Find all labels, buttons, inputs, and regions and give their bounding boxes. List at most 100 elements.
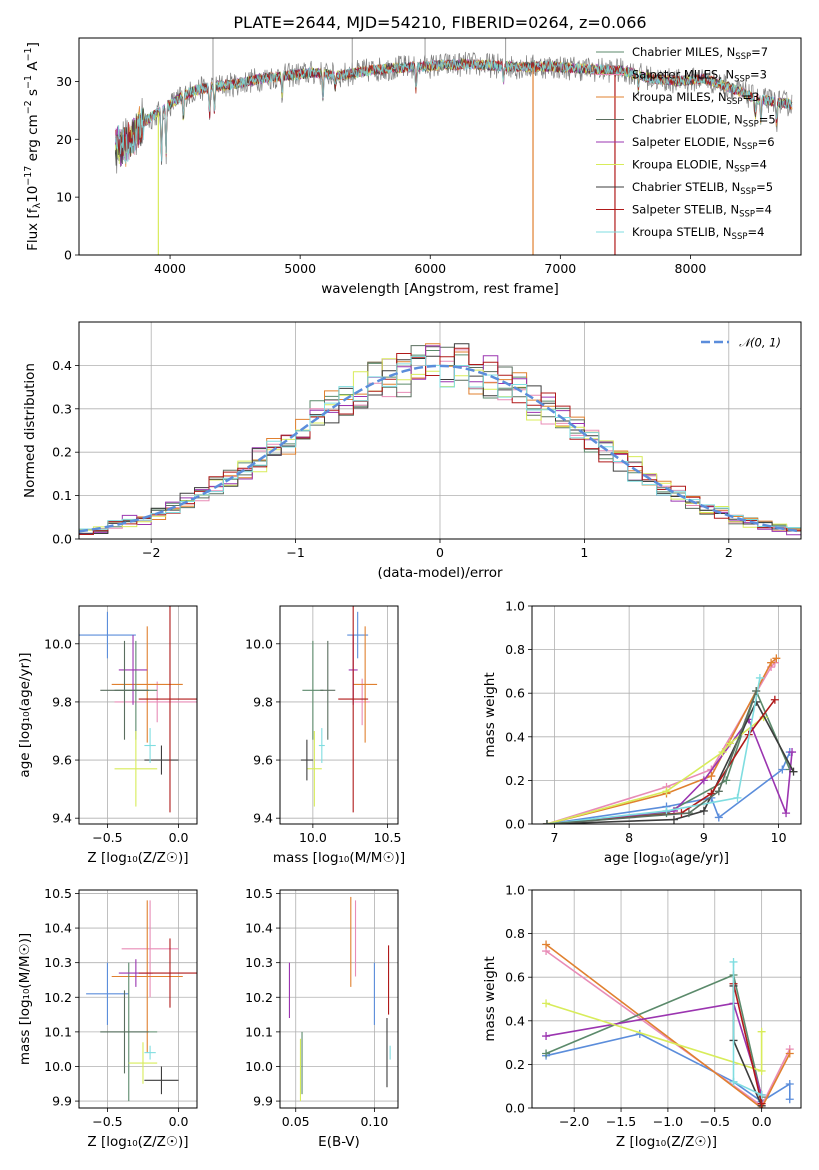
y-tick-label: 10: [56, 190, 72, 205]
y-axis-label: age [log₁₀(age/yr)]: [17, 652, 33, 777]
legend-sub: SSP: [743, 120, 759, 130]
y-label-part: s: [25, 89, 41, 100]
y-tick-label: 10.2: [245, 990, 273, 1005]
normal-curve: [79, 364, 801, 533]
x-tick-label: 1: [580, 545, 588, 560]
weight-marker: [770, 695, 779, 704]
weight-marker: [782, 809, 791, 818]
x-tick-label: −0.5: [92, 830, 122, 845]
legend-label: 𝒩(0, 1): [739, 336, 781, 350]
figure-title: PLATE=2644, MJD=54210, FIBERID=0264, z=0…: [233, 13, 646, 32]
legend-name: Salpeter STELIB, N: [632, 203, 739, 217]
legend-sub: SSP: [727, 97, 743, 107]
y-tick-label: 0.6: [505, 686, 525, 701]
x-tick-label: 10.0: [299, 830, 327, 845]
y-tick-label: 0.0: [52, 532, 72, 547]
y-tick-label: 1.0: [505, 599, 525, 614]
weight-marker: [662, 806, 671, 815]
y-tick-label: 10.5: [245, 886, 273, 901]
y-axis-label: Normed distribution: [22, 363, 38, 498]
y-tick-label: 10.2: [44, 990, 72, 1005]
x-axis-label: wavelength [Angstrom, rest frame]: [321, 281, 559, 297]
y-tick-label: 10.0: [44, 636, 72, 651]
weight-marker: [752, 687, 761, 696]
weight-marker: [542, 1032, 551, 1041]
spectrum-line-mean-gray: [115, 51, 793, 174]
x-tick-label: 0.05: [282, 1114, 310, 1129]
legend-label: Salpeter ELODIE, NSSP=6: [632, 135, 775, 152]
legend-label: Kroupa STELIB, NSSP=4: [632, 225, 764, 242]
x-tick-label: 9: [700, 830, 708, 845]
x-tick-label: 2: [725, 545, 733, 560]
weight-marker: [757, 1066, 766, 1075]
weight-line-salpeter-elodie: [546, 717, 793, 824]
x-tick-label: 0.0: [169, 1114, 189, 1129]
plot-area: [542, 940, 794, 1108]
y-axis-label: mass [log₁₀(M/M☉)]: [17, 933, 33, 1065]
x-tick-label: 0: [436, 545, 444, 560]
weight-marker: [757, 1090, 766, 1099]
mass-vs-metallicity-panel: −0.5 0.0 9.9 10.0 10.1 10.2 10.3 10.4 10.5 Z [log…: [17, 886, 198, 1150]
residuals-panel: −2 −1 0 1 2 0.0 0.1 0.2 0.3 0.4 (data-model)/error…: [22, 321, 802, 581]
axes-frame: [531, 889, 802, 1109]
weight-marker: [778, 765, 787, 774]
weight-marker: [733, 793, 742, 802]
weight-marker: [662, 787, 671, 796]
axes-frame: [78, 37, 802, 256]
plot-area: [86, 900, 197, 1102]
weight-marker: [542, 820, 551, 824]
x-tick-label: 8000: [675, 261, 707, 276]
x-tick-label: −2: [142, 545, 160, 560]
legend-name: Kroupa STELIB, N: [632, 225, 732, 239]
legend-name: Chabrier STELIB, N: [632, 180, 740, 194]
weight-marker: [729, 957, 738, 966]
x-tick-label: 5000: [284, 261, 316, 276]
x-tick-label: −1.0: [653, 1114, 683, 1129]
weight-vs-metallicity-panel: −2.0 −1.5 −1.0 −0.5 0.0 0.0 0.2 0.4 0.6 0.8 1.0 Z […: [482, 883, 802, 1150]
y-label-part: −1: [23, 47, 34, 61]
plot-area: [542, 654, 798, 824]
weight-line-salpeter-stelib: [732, 983, 763, 1104]
axes-frame: [531, 605, 802, 825]
plot-area: [288, 896, 391, 1102]
x-tick-label: 8: [625, 830, 633, 845]
weight-line-salpeter-elodie: [545, 1002, 763, 1096]
y-tick-label: 10.1: [44, 1024, 72, 1039]
legend-eq: =7: [751, 45, 768, 59]
x-axis-label: age [log₁₀(age/yr)]: [604, 850, 729, 866]
y-tick-label: 0.0: [505, 817, 525, 832]
x-tick-label: −0.5: [700, 1114, 730, 1129]
weight-vs-age-panel: 7 8 9 10 0.0 0.2 0.4 0.6 0.8 1.0 age [log₁₀(age/yr…: [482, 599, 802, 866]
x-tick-label: 10.5: [374, 830, 402, 845]
weight-marker: [757, 1027, 766, 1036]
y-tick-label: 0.8: [505, 926, 525, 941]
legend-name: Salpeter MILES, N: [632, 68, 734, 82]
x-tick-label: −1.5: [606, 1114, 636, 1129]
y-tick-label: 20: [56, 132, 72, 147]
weight-marker: [788, 748, 797, 757]
axes-frame: [279, 889, 399, 1109]
weight-marker: [718, 748, 727, 757]
x-tick-label: 7000: [544, 261, 576, 276]
axes-frame: [78, 605, 198, 825]
legend-sub: SSP: [735, 52, 751, 62]
weight-marker: [755, 673, 764, 682]
legend-label: Chabrier ELODIE, NSSP=5: [632, 113, 776, 130]
weight-marker: [729, 1077, 738, 1086]
y-tick-label: 0.4: [505, 1013, 525, 1028]
y-tick-label: 10.4: [245, 921, 273, 936]
mass-vs-ebv-panel: 0.05 0.10 9.9 10.0 10.1 10.2 10.3 10.4 10.5 E(B-V…: [245, 886, 399, 1150]
y-tick-label: 1.0: [505, 883, 525, 898]
legend-eq: =4: [755, 203, 772, 217]
y-axis-label: Flux [fλ10−17 erg cm−2 s−1 A−1]: [23, 42, 43, 251]
weight-marker: [684, 809, 693, 818]
y-label-part: erg cm: [25, 114, 41, 165]
y-tick-label: 10.0: [245, 1059, 273, 1074]
y-tick-label: 9.9: [253, 1094, 273, 1109]
y-tick-label: 0.0: [505, 1101, 525, 1116]
y-label-part: λ: [32, 203, 43, 209]
plot-area: [115, 38, 793, 255]
weight-marker: [789, 767, 798, 776]
plot-area: [300, 606, 378, 813]
